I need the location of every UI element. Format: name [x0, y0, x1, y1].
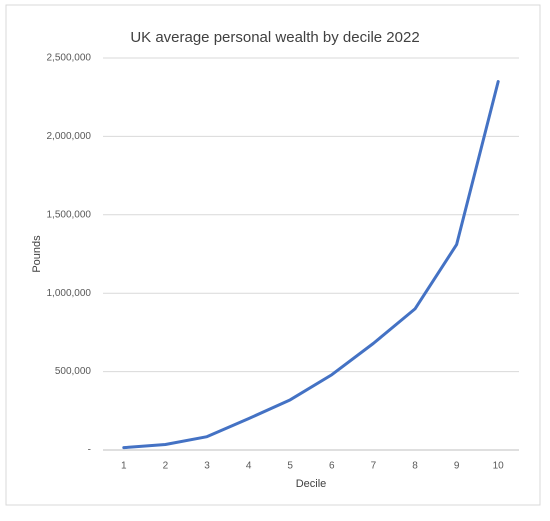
x-tick-label: 1	[121, 461, 127, 472]
y-tick-label: 500,000	[55, 366, 92, 377]
y-tick-label: 1,000,000	[47, 288, 92, 299]
x-tick-label: 7	[371, 461, 377, 472]
x-axis-title: Decile	[296, 478, 327, 490]
y-tick-label: -	[88, 445, 91, 456]
chart-frame	[5, 4, 541, 506]
x-tick-label: 10	[493, 461, 505, 472]
x-tick-label: 3	[204, 461, 210, 472]
x-tick-label: 8	[412, 461, 418, 472]
x-tick-label: 6	[329, 461, 335, 472]
x-tick-label: 2	[163, 461, 169, 472]
y-tick-label: 1,500,000	[47, 209, 92, 220]
data-line	[122, 80, 500, 450]
chart-title: UK average personal wealth by decile 202…	[130, 29, 419, 46]
y-tick-label: 2,000,000	[47, 131, 92, 142]
y-tick-label: 2,500,000	[47, 53, 92, 64]
y-axis-title: Pounds	[31, 235, 43, 273]
x-tick-label: 9	[454, 461, 460, 472]
x-tick-label: 5	[287, 461, 293, 472]
x-tick-label: 4	[246, 461, 252, 472]
